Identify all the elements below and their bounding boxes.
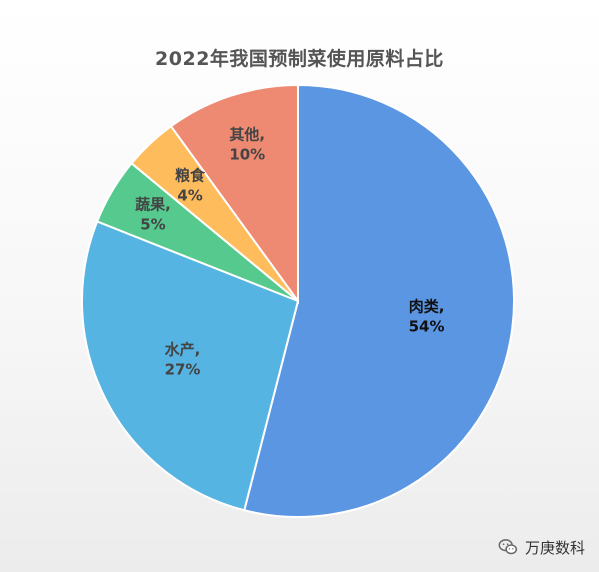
slice-label-value: 54% [409,318,445,336]
wechat-icon [498,539,518,555]
watermark-text: 万庚数科 [524,538,585,557]
pie-slice-seafood [81,220,300,512]
slice-label-value: 5% [140,216,165,234]
slice-label-grain: 粮食 4% [175,167,206,205]
slice-label-name: 其他, [229,125,265,143]
slice-label-value: 4% [177,187,202,205]
slice-label-value: 27% [165,360,201,378]
slice-label-name: 肉类, [409,298,445,316]
pie-slice-meat [243,83,515,518]
watermark: 万庚数科 [497,536,585,558]
slice-label-name: 水产, [165,340,201,358]
slice-label-name: 粮食 [175,167,206,185]
slice-label-value: 10% [229,145,265,163]
slice-label-name: 蔬果, [135,196,171,214]
slice-label-seafood: 水产, 27% [165,340,201,378]
slice-label-meat: 肉类, 54% [409,298,445,336]
chart-title: 2022年我国预制菜使用原料占比 [155,48,444,70]
slice-label-other: 其他, 10% [229,125,265,163]
slice-label-vegetables: 蔬果, 5% [135,196,171,234]
pie-slice-other [169,83,299,305]
